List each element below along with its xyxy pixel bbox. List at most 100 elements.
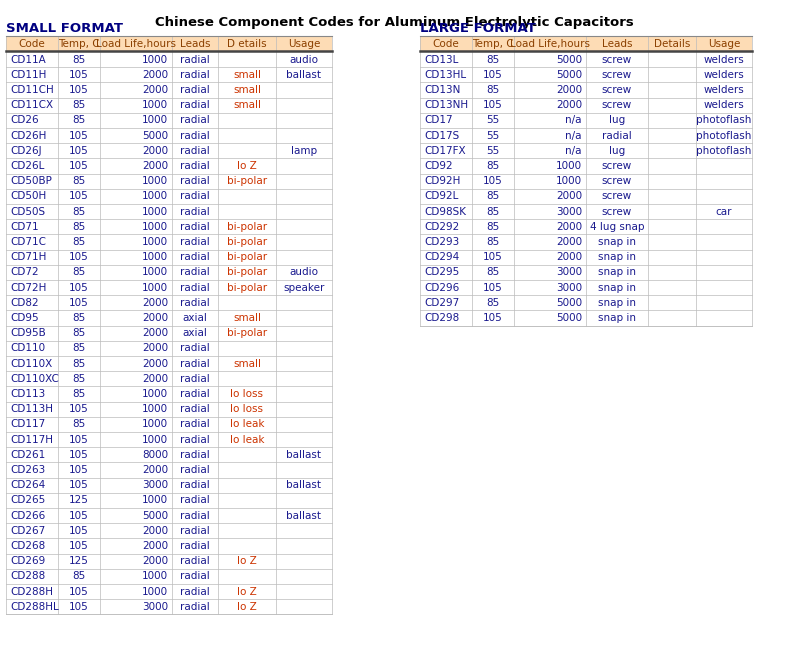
Text: radial: radial bbox=[180, 268, 210, 277]
Text: ballast: ballast bbox=[287, 510, 322, 521]
Text: n/a: n/a bbox=[566, 131, 582, 141]
Text: screw: screw bbox=[602, 176, 632, 186]
Text: radial: radial bbox=[180, 374, 210, 384]
Text: lamp: lamp bbox=[291, 146, 317, 156]
Text: 105: 105 bbox=[69, 541, 89, 551]
Text: CD110: CD110 bbox=[10, 343, 45, 353]
Text: CD11CH: CD11CH bbox=[10, 85, 54, 95]
Text: 2000: 2000 bbox=[556, 100, 582, 110]
Text: 125: 125 bbox=[69, 495, 89, 505]
Text: CD13N: CD13N bbox=[424, 85, 460, 95]
Text: 85: 85 bbox=[72, 268, 86, 277]
Text: 2000: 2000 bbox=[556, 252, 582, 262]
Text: CD297: CD297 bbox=[424, 298, 459, 308]
Text: CD292: CD292 bbox=[424, 222, 459, 232]
Text: radial: radial bbox=[180, 131, 210, 141]
Text: 1000: 1000 bbox=[142, 55, 168, 64]
Text: 2000: 2000 bbox=[556, 85, 582, 95]
Text: radial: radial bbox=[180, 526, 210, 536]
Text: 105: 105 bbox=[483, 70, 503, 80]
Text: lo Z: lo Z bbox=[237, 602, 257, 612]
Text: 105: 105 bbox=[69, 191, 89, 201]
Text: 8000: 8000 bbox=[142, 450, 168, 460]
Text: 105: 105 bbox=[69, 283, 89, 292]
Text: radial: radial bbox=[180, 206, 210, 217]
Text: 85: 85 bbox=[72, 572, 86, 581]
Text: 85: 85 bbox=[72, 55, 86, 64]
Text: bi-polar: bi-polar bbox=[227, 222, 267, 232]
Text: 1000: 1000 bbox=[142, 100, 168, 110]
Text: 105: 105 bbox=[69, 70, 89, 80]
Text: CD269: CD269 bbox=[10, 556, 45, 566]
Text: lug: lug bbox=[609, 115, 625, 126]
Text: CD11CX: CD11CX bbox=[10, 100, 53, 110]
Text: 85: 85 bbox=[486, 268, 500, 277]
Text: 2000: 2000 bbox=[142, 85, 168, 95]
Text: ballast: ballast bbox=[287, 480, 322, 490]
Text: bi-polar: bi-polar bbox=[227, 283, 267, 292]
Text: 85: 85 bbox=[72, 374, 86, 384]
Text: 3000: 3000 bbox=[142, 602, 168, 612]
Text: CD17S: CD17S bbox=[424, 131, 459, 141]
Text: 105: 105 bbox=[69, 298, 89, 308]
Text: CD50H: CD50H bbox=[10, 191, 46, 201]
Text: 105: 105 bbox=[69, 480, 89, 490]
Text: Chinese Component Codes for Aluminum Electrolytic Capacitors: Chinese Component Codes for Aluminum Ele… bbox=[154, 16, 634, 29]
Text: 2000: 2000 bbox=[142, 70, 168, 80]
Text: 1000: 1000 bbox=[142, 222, 168, 232]
Text: Usage: Usage bbox=[288, 38, 320, 49]
Text: 55: 55 bbox=[486, 146, 500, 156]
Text: 1000: 1000 bbox=[556, 161, 582, 171]
Text: lo loss: lo loss bbox=[231, 389, 263, 399]
Text: 1000: 1000 bbox=[142, 268, 168, 277]
Text: radial: radial bbox=[180, 587, 210, 596]
Text: CD98SK: CD98SK bbox=[424, 206, 466, 217]
Text: 4 lug snap: 4 lug snap bbox=[589, 222, 645, 232]
Text: snap in: snap in bbox=[598, 313, 636, 323]
Text: 1000: 1000 bbox=[556, 176, 582, 186]
Text: screw: screw bbox=[602, 55, 632, 64]
Text: 105: 105 bbox=[69, 450, 89, 460]
Text: radial: radial bbox=[180, 100, 210, 110]
Text: CD13NH: CD13NH bbox=[424, 100, 468, 110]
Text: small: small bbox=[233, 100, 261, 110]
Text: radial: radial bbox=[180, 359, 210, 368]
Text: 85: 85 bbox=[72, 389, 86, 399]
Text: Code: Code bbox=[433, 38, 459, 49]
Text: 1000: 1000 bbox=[142, 237, 168, 247]
Text: Details: Details bbox=[654, 38, 690, 49]
Text: Temp, C: Temp, C bbox=[58, 38, 100, 49]
Text: screw: screw bbox=[602, 191, 632, 201]
Text: screw: screw bbox=[602, 85, 632, 95]
Text: 105: 105 bbox=[69, 510, 89, 521]
Text: 2000: 2000 bbox=[142, 359, 168, 368]
Text: ballast: ballast bbox=[287, 450, 322, 460]
Text: Usage: Usage bbox=[708, 38, 740, 49]
Text: radial: radial bbox=[180, 480, 210, 490]
Text: welders: welders bbox=[704, 55, 745, 64]
Text: radial: radial bbox=[180, 298, 210, 308]
Text: 105: 105 bbox=[69, 404, 89, 414]
Text: CD17FX: CD17FX bbox=[424, 146, 466, 156]
Text: CD92: CD92 bbox=[424, 161, 452, 171]
Text: 105: 105 bbox=[483, 100, 503, 110]
Text: 2000: 2000 bbox=[556, 222, 582, 232]
Text: welders: welders bbox=[704, 70, 745, 80]
Text: CD296: CD296 bbox=[424, 283, 459, 292]
Text: CD295: CD295 bbox=[424, 268, 459, 277]
Text: Code: Code bbox=[19, 38, 46, 49]
Text: 85: 85 bbox=[72, 313, 86, 323]
Text: 3000: 3000 bbox=[556, 206, 582, 217]
Text: lo Z: lo Z bbox=[237, 587, 257, 596]
Text: screw: screw bbox=[602, 206, 632, 217]
Text: CD13HL: CD13HL bbox=[424, 70, 466, 80]
Text: CD113H: CD113H bbox=[10, 404, 53, 414]
Text: 105: 105 bbox=[69, 587, 89, 596]
Text: 2000: 2000 bbox=[142, 374, 168, 384]
Text: 105: 105 bbox=[69, 526, 89, 536]
Text: 105: 105 bbox=[69, 131, 89, 141]
Text: CD92L: CD92L bbox=[424, 191, 459, 201]
Text: n/a: n/a bbox=[566, 146, 582, 156]
Text: 85: 85 bbox=[72, 328, 86, 339]
Text: radial: radial bbox=[180, 146, 210, 156]
